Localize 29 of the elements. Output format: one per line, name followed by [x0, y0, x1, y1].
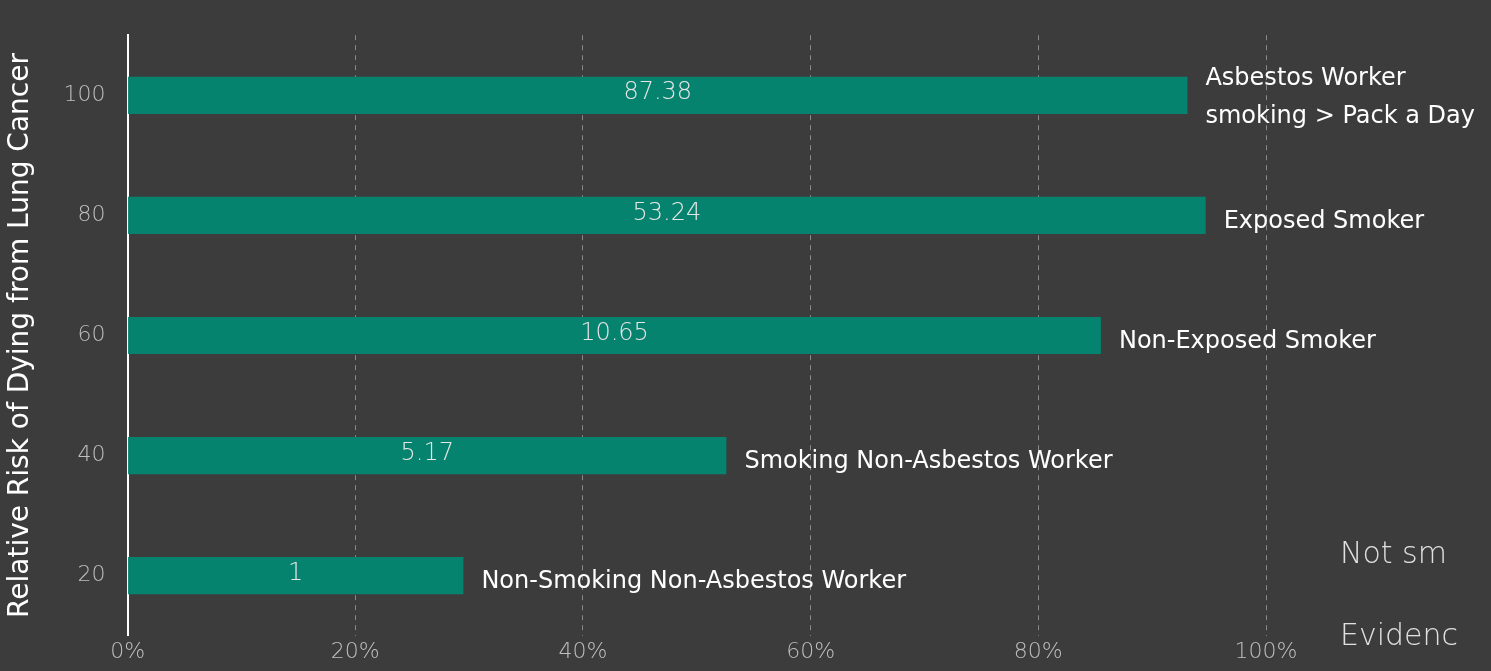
bar	[128, 196, 1206, 234]
x-tick-label: 0%	[110, 637, 146, 663]
annotation: Non-Smoking Non-Asbestos Worker	[481, 565, 907, 594]
text: Evidenc	[1340, 616, 1459, 652]
annotation: Asbestos Worker smoking > Pack a Day	[1205, 63, 1475, 130]
annotation: 5.17	[400, 437, 454, 466]
y-tick-label: 60	[77, 321, 106, 347]
x-tick-label: 80%	[1013, 637, 1063, 663]
annotation: 1	[288, 557, 304, 586]
bar	[128, 316, 1101, 355]
x-tick-label: 40%	[558, 637, 608, 663]
x-tick-label: 60%	[786, 637, 836, 663]
annotation: 53.24	[632, 197, 702, 226]
y-tick-label: 20	[77, 561, 106, 587]
bar	[128, 76, 1188, 114]
bar	[128, 437, 727, 475]
annotation: Non-Exposed Smoker	[1118, 325, 1376, 354]
y-tick-label: 80	[77, 201, 106, 227]
annotation: Exposed Smoker	[1223, 205, 1425, 234]
y-tick-label: 100	[63, 80, 106, 106]
text: Not sm	[1340, 534, 1447, 570]
annotation: Smoking Non-Asbestos Worker	[744, 445, 1113, 474]
y-tick-label: 40	[77, 441, 106, 467]
bar	[128, 557, 464, 595]
x-tick-label: 20%	[330, 637, 380, 663]
y-axis-title: Relative Risk of Dying from Lung Cancer	[2, 52, 36, 618]
annotation: 87.38	[623, 77, 693, 106]
annotation: 10.65	[580, 317, 649, 346]
x-tick-label: 100%	[1234, 637, 1298, 663]
